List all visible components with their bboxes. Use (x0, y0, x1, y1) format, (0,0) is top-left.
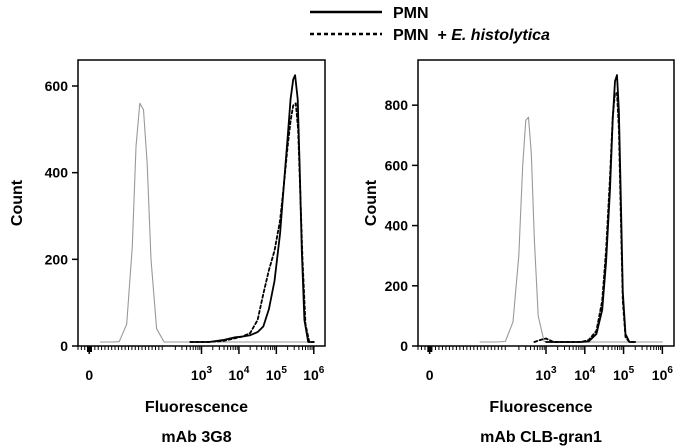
panel-caption: mAb CLB-gran1 (480, 429, 602, 446)
x-tick-label: 104 (574, 365, 596, 383)
y-tick-label: 0 (400, 338, 408, 354)
histogram-panel-3g8: 0 200 400 600 0 103 104 105 106 Count Fluorescence… (9, 59, 326, 446)
y-tick-label: 0 (60, 338, 68, 354)
x-tick-label: 104 (228, 365, 250, 383)
histogram-panel-clb-gran1: 0 200 400 600 800 0 103 104 105 106 Count Fluoresce… (363, 59, 675, 446)
series-1-curve (189, 74, 315, 343)
x-axis-title: Fluorescence (145, 399, 248, 416)
series-0-curve (99, 102, 315, 343)
series-2-curve (533, 92, 637, 343)
x-axis-title: Fluorescence (489, 399, 592, 416)
series-1-curve (545, 74, 637, 343)
y-tick-label: 600 (45, 78, 69, 94)
y-tick-label: 600 (385, 157, 409, 173)
y-axis-title: Count (9, 179, 26, 226)
x-tick-label: 0 (85, 367, 93, 383)
y-tick-label: 800 (385, 97, 409, 113)
x-tick-label: 106 (652, 365, 674, 383)
legend-label-pmn: PMN (393, 5, 429, 22)
series-0-curve (479, 116, 663, 343)
legend: PMN PMN + E. histolytica (310, 5, 550, 44)
y-tick-label: 400 (385, 218, 409, 234)
x-tick-label: 105 (266, 365, 288, 383)
y-tick-label: 400 (45, 165, 69, 181)
x-tick-label: 106 (303, 365, 325, 383)
y-tick-label: 200 (45, 251, 69, 267)
y-axis-title: Count (363, 179, 380, 226)
x-tick-label: 0 (426, 367, 434, 383)
panel-caption: mAb 3G8 (161, 429, 231, 446)
y-tick-label: 200 (385, 278, 409, 294)
series-2-curve (189, 102, 315, 343)
x-tick-label: 103 (535, 365, 557, 383)
plot-frame (77, 59, 326, 347)
x-tick-label: 103 (191, 365, 213, 383)
x-tick-label: 105 (613, 365, 635, 383)
legend-label-pmn-ehistolytica: PMN + E. histolytica (393, 27, 550, 44)
plot-frame (417, 59, 675, 347)
